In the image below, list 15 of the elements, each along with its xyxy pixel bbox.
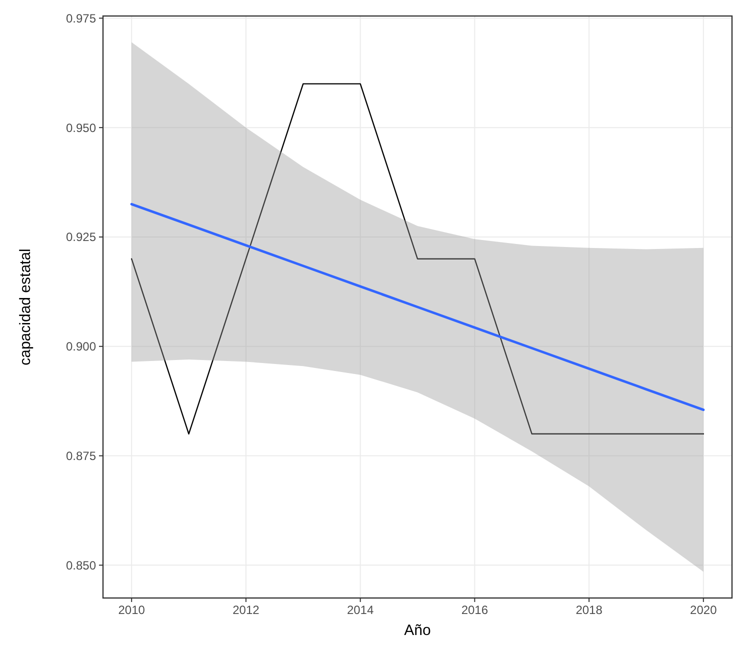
- x-tick-label: 2010: [118, 603, 146, 617]
- x-tick-label: 2016: [461, 603, 488, 617]
- line-series: [130, 202, 705, 412]
- y-tick-label: 0.950: [66, 120, 96, 135]
- x-tick-label: 2018: [576, 603, 603, 617]
- x-tick-label: 2020: [690, 603, 718, 617]
- x-tick-label: 2014: [346, 603, 374, 617]
- y-tick-label: 0.850: [66, 558, 96, 572]
- x-tick-label: 2012: [232, 603, 260, 617]
- y-axis-title: capacidad estatal: [17, 248, 34, 366]
- y-tick-label: 0.975: [66, 11, 96, 26]
- y-tick-label: 0.875: [66, 448, 96, 463]
- x-axis-title: Año: [404, 622, 431, 639]
- y-tick-label: 0.900: [66, 340, 96, 354]
- y-tick-label: 0.925: [66, 230, 96, 244]
